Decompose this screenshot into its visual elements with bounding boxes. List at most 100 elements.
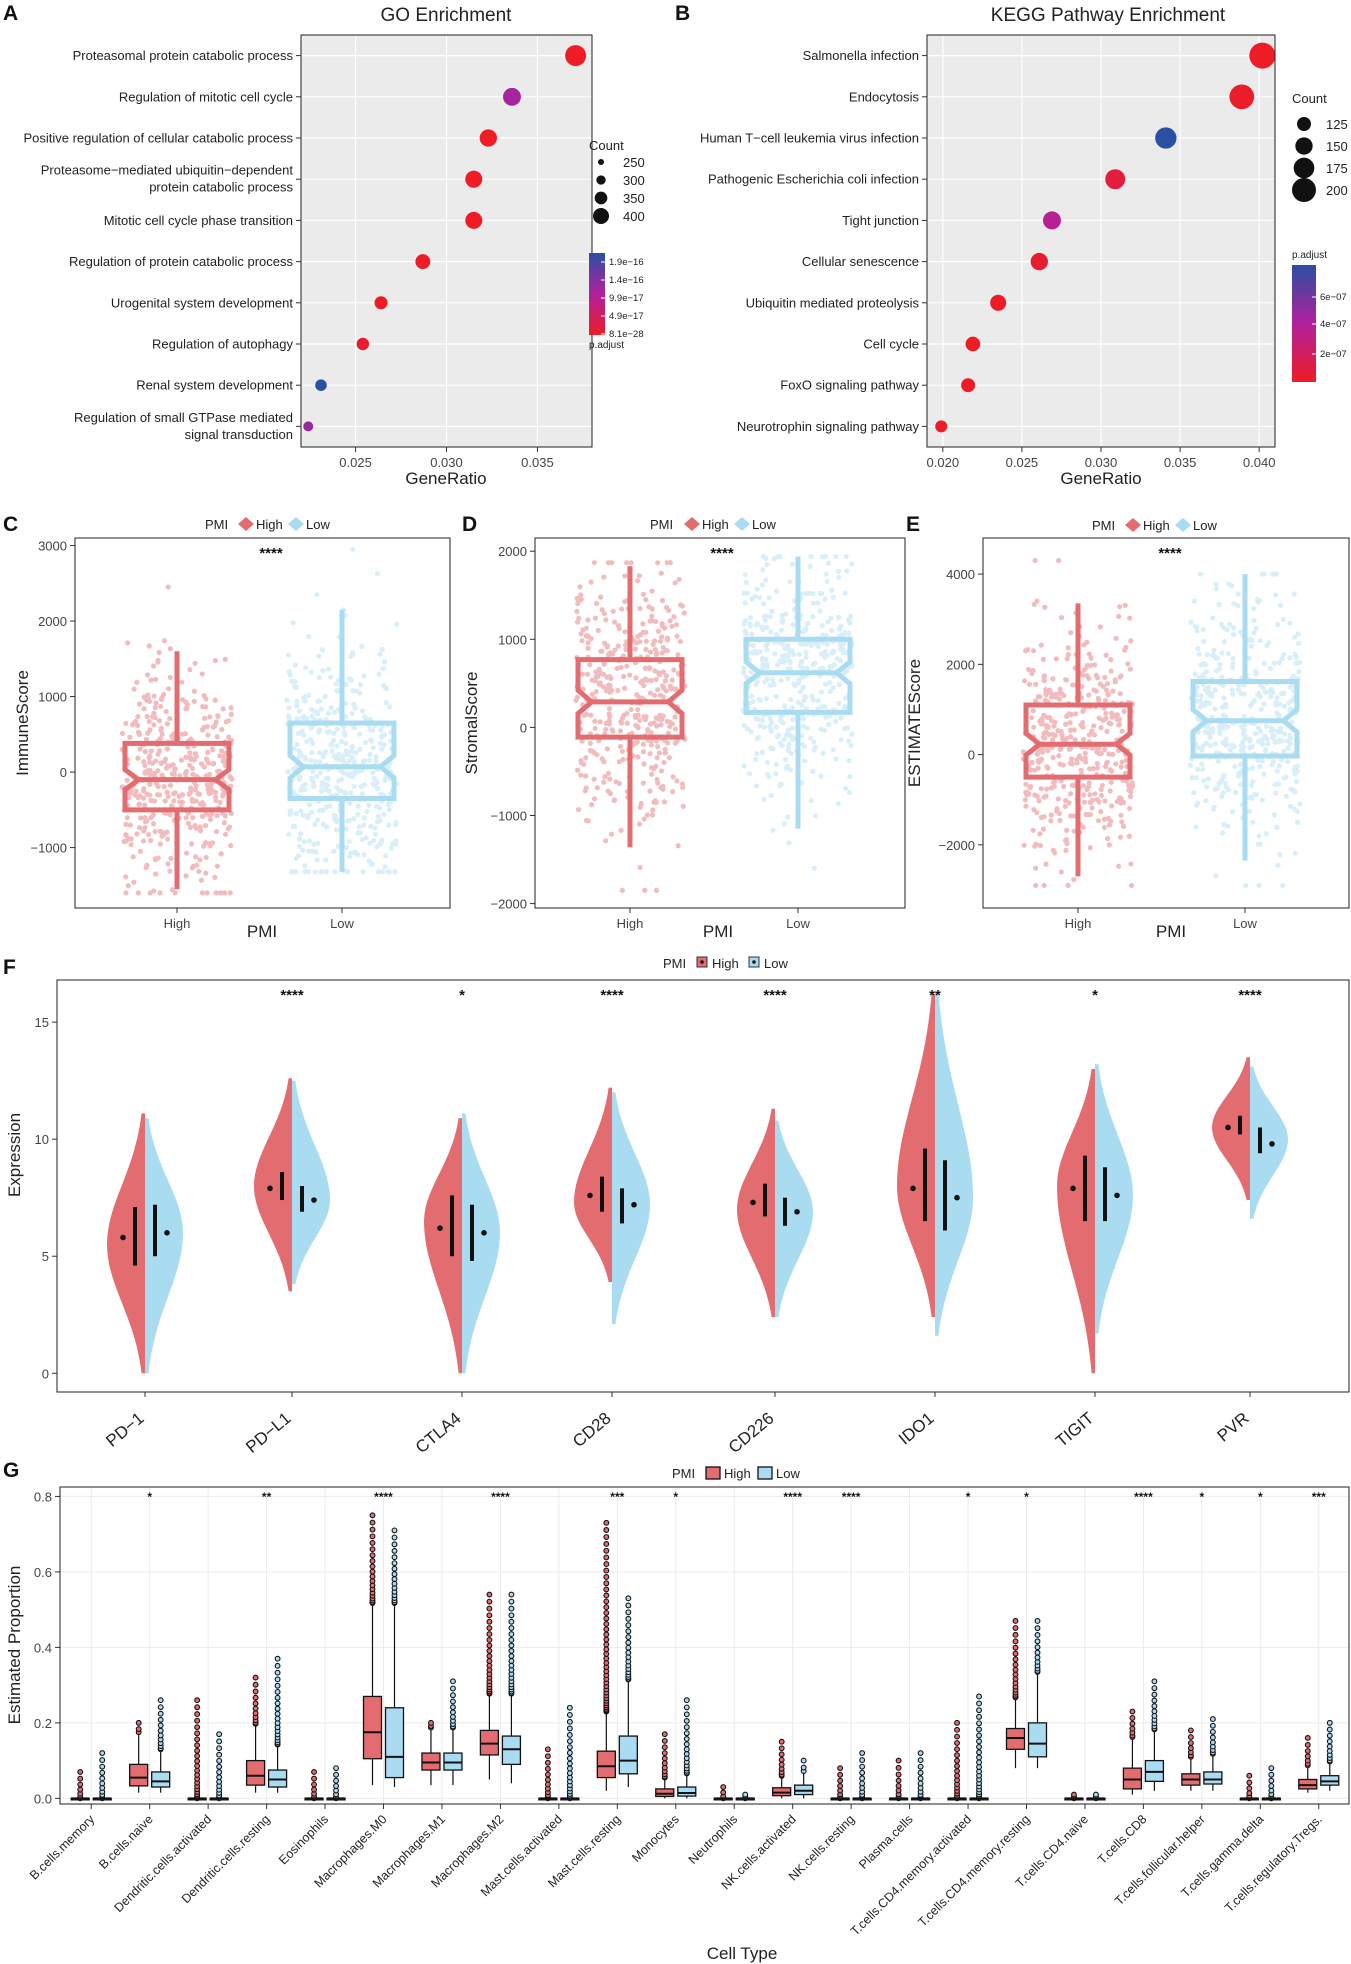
jitter-point: [1219, 650, 1225, 656]
jitter-point: [760, 567, 766, 573]
jitter-point: [204, 890, 210, 896]
category-label: Renal system development: [136, 378, 293, 393]
jitter-point: [635, 693, 641, 699]
jitter-point: [749, 596, 755, 602]
jitter-point: [155, 768, 161, 774]
jitter-point: [189, 796, 195, 802]
jitter-point: [344, 771, 350, 777]
jitter-point: [789, 733, 795, 739]
outlier-high: [778, 1756, 785, 1763]
outlier-low: [157, 1704, 164, 1711]
jitter-point: [382, 732, 388, 738]
jitter-point: [652, 647, 658, 653]
jitter-point: [1118, 796, 1124, 802]
jitter-point: [148, 797, 154, 803]
jitter-point: [1104, 836, 1111, 842]
enrichment-point: [374, 296, 388, 310]
jitter-point: [202, 704, 209, 710]
jitter-point: [1267, 689, 1273, 695]
jitter-point: [220, 791, 226, 797]
jitter-point: [1101, 816, 1107, 822]
jitter-point: [333, 827, 340, 833]
outlier-low: [1209, 1722, 1216, 1729]
jitter-point: [183, 706, 189, 712]
jitter-point: [323, 775, 329, 781]
jitter-point: [186, 762, 193, 768]
outlier-low: [625, 1595, 632, 1602]
jitter-point: [837, 658, 844, 664]
jitter-point: [1095, 818, 1102, 824]
jitter-point: [303, 869, 309, 875]
jitter-point: [302, 781, 308, 787]
jitter-point: [360, 758, 366, 765]
outlier-high: [486, 1631, 493, 1638]
jitter-point: [1049, 737, 1056, 743]
panel-g-legend-high: High: [724, 1466, 751, 1481]
panel-a-title: GO Enrichment: [381, 5, 513, 26]
jitter-point: [199, 727, 206, 733]
jitter-point: [1044, 714, 1050, 720]
jitter-point: [792, 683, 798, 689]
outlier-low: [508, 1647, 515, 1654]
jitter-point: [157, 841, 163, 847]
jitter-point: [183, 873, 189, 879]
jitter-point: [1273, 739, 1279, 745]
jitter-point: [203, 854, 209, 861]
outlier-high: [1304, 1753, 1311, 1760]
jitter-point: [219, 726, 225, 733]
jitter-point: [220, 758, 226, 765]
outlier-low: [976, 1713, 982, 1720]
jitter-point: [223, 719, 229, 725]
jitter-point: [155, 659, 161, 665]
jitter-point: [352, 770, 358, 776]
jitter-point: [757, 649, 764, 655]
violin-high: [424, 1118, 462, 1374]
jitter-point: [222, 656, 228, 662]
jitter-point: [609, 727, 615, 733]
jitter-point: [640, 591, 647, 597]
jitter-point: [309, 775, 315, 781]
panel-c: C PMI High Low **** −10000100020003000Hi…: [3, 513, 451, 941]
jitter-point: [778, 714, 784, 721]
jitter-point: [156, 792, 163, 798]
outlier-low: [216, 1745, 223, 1752]
jitter-point: [378, 734, 385, 740]
outlier-low: [1268, 1777, 1275, 1784]
jitter-point: [1128, 784, 1134, 790]
jitter-point: [287, 808, 294, 814]
jitter-point: [331, 709, 338, 715]
jitter-point: [1062, 797, 1069, 804]
jitter-point: [368, 823, 374, 829]
jitter-point: [151, 710, 157, 716]
jitter-point: [370, 727, 376, 733]
panel-d-xlabel: PMI: [703, 922, 733, 941]
jitter-point: [1231, 601, 1237, 607]
jitter-point: [350, 774, 356, 780]
jitter-point: [644, 812, 650, 818]
legend-key-low: [757, 1466, 773, 1480]
jitter-point: [785, 646, 792, 652]
jitter-point: [215, 712, 221, 719]
jitter-point: [621, 673, 627, 680]
jitter-point: [1231, 743, 1237, 749]
jitter-point: [350, 688, 356, 694]
x-tick-label: High: [164, 916, 191, 931]
jitter-point: [150, 821, 157, 827]
size-legend-label: 300: [623, 173, 645, 188]
jitter-point: [155, 657, 161, 663]
jitter-point: [346, 757, 353, 764]
jitter-point: [306, 838, 313, 844]
jitter-point: [649, 617, 655, 624]
jitter-point: [346, 676, 353, 682]
size-legend-label: 150: [1326, 139, 1348, 154]
jitter-point: [212, 789, 219, 795]
jitter-point: [135, 890, 142, 896]
jitter-point: [649, 606, 655, 612]
jitter-point: [183, 768, 190, 775]
jitter-point: [1035, 694, 1042, 700]
outlier-high: [1012, 1625, 1019, 1631]
jitter-point: [658, 784, 664, 791]
jitter-point: [1230, 808, 1236, 815]
jitter-point: [359, 643, 365, 650]
enrichment-point: [356, 337, 370, 351]
